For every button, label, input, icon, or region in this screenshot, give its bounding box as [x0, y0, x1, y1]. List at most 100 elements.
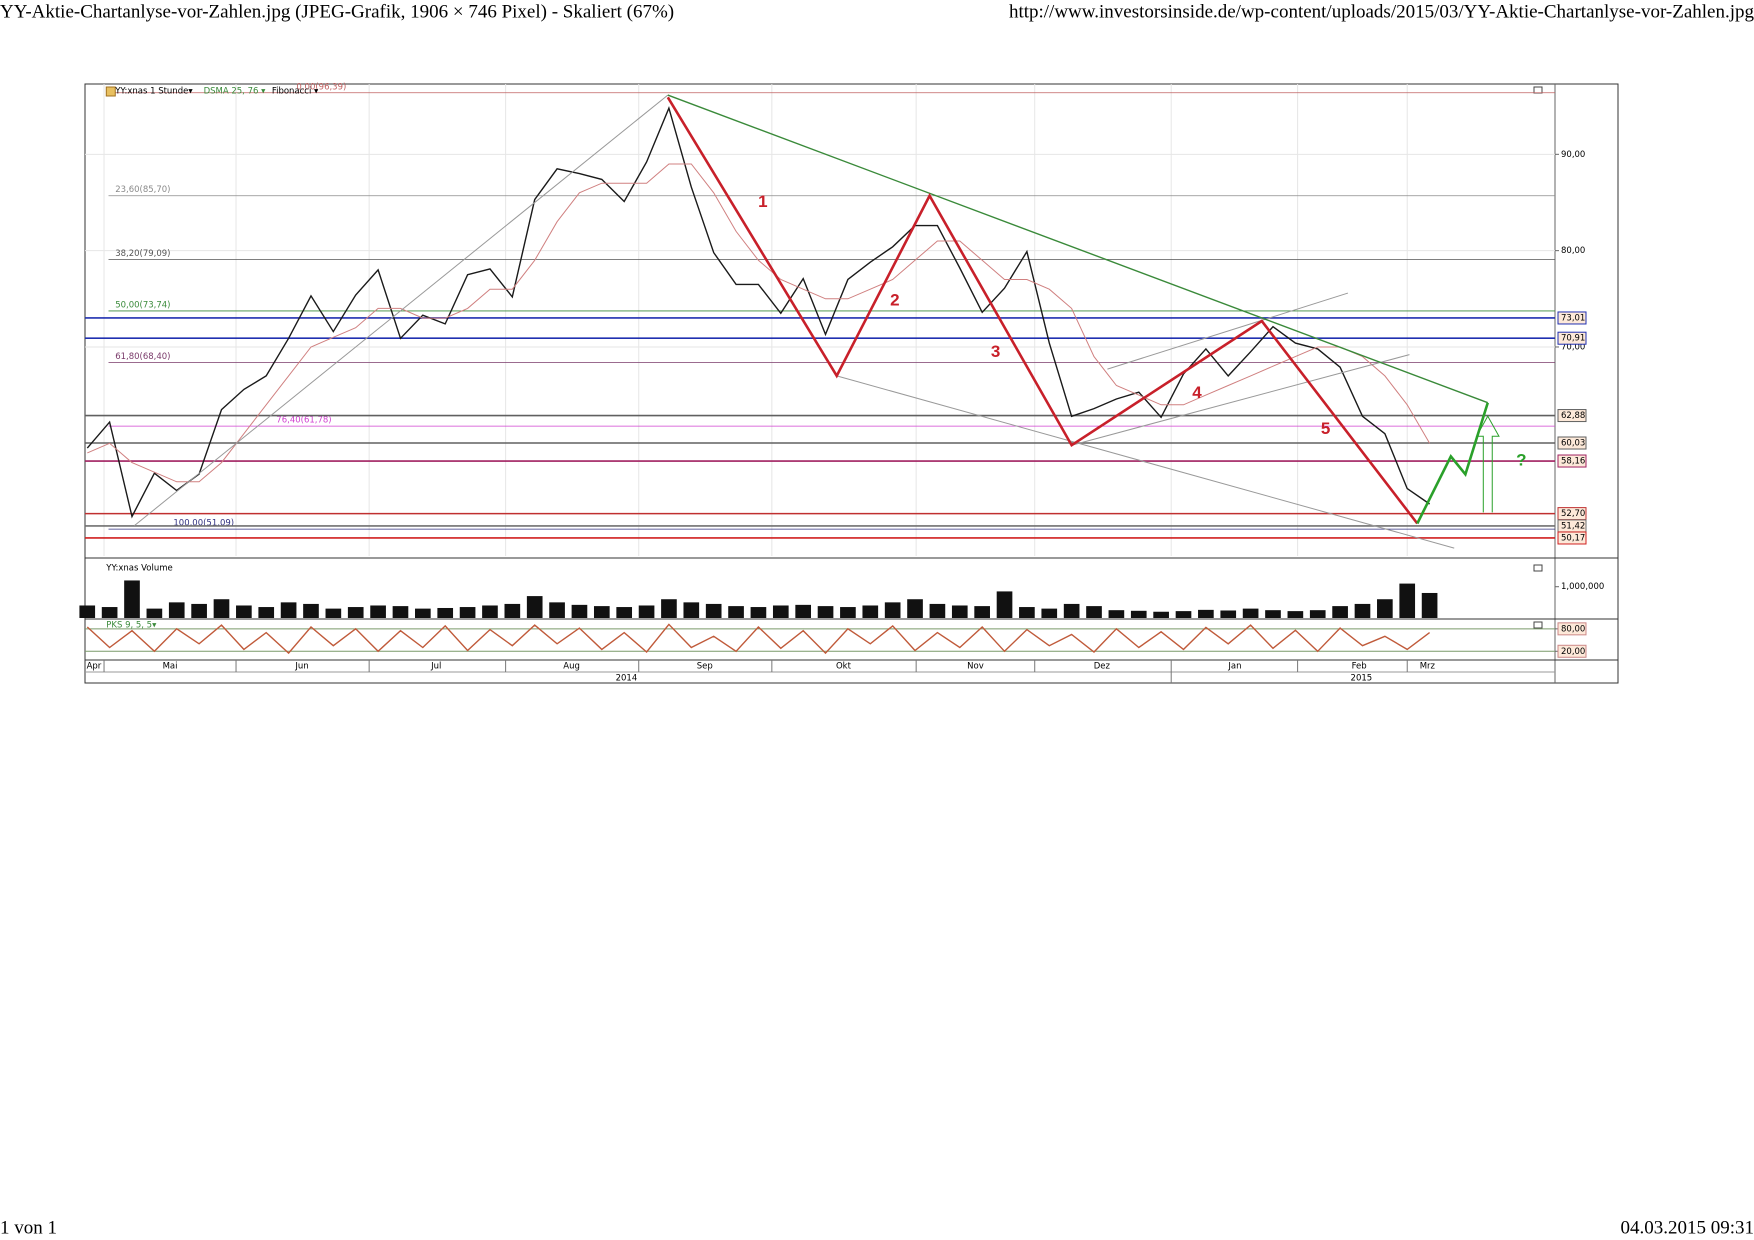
- price-label: 58,16: [1561, 457, 1585, 467]
- window-icon[interactable]: [1533, 564, 1543, 572]
- series-line: [86, 105, 1430, 519]
- month-label: Nov: [967, 662, 984, 672]
- month-label: Dez: [1094, 662, 1111, 672]
- chart-frame: [84, 83, 1619, 684]
- wave-label: 1: [758, 192, 767, 211]
- trend-line: [1107, 292, 1349, 370]
- volume-bar: [1130, 610, 1147, 618]
- volume-bar: [1063, 603, 1080, 618]
- volume-bar: [1198, 609, 1214, 618]
- y-tick-label: 90,00: [1561, 150, 1585, 160]
- volume-bar: [683, 602, 700, 618]
- target-arrow: [1475, 415, 1500, 513]
- resistance-line: [667, 94, 1489, 404]
- wave-label: 2: [890, 290, 899, 309]
- wave-label: 4: [1192, 383, 1202, 402]
- fib-label: 50,00(73,74): [115, 300, 170, 310]
- volume-bar: [213, 599, 230, 618]
- page-number: 1 von 1: [0, 1217, 57, 1238]
- volume-bar: [370, 605, 386, 618]
- month-label: Jun: [294, 662, 308, 672]
- volume-bar: [392, 606, 409, 618]
- volume-bar: [1377, 599, 1393, 618]
- volume-bar: [750, 607, 767, 618]
- volume-bar: [1265, 610, 1281, 618]
- price-box: [1557, 436, 1587, 450]
- trend-line: [1071, 354, 1410, 446]
- legend-icon: [105, 86, 116, 97]
- volume-bar: [325, 608, 342, 618]
- tick-box: [1557, 644, 1587, 658]
- trend-line: [133, 94, 669, 527]
- page-title: YY-Aktie-Chartanlyse-vor-Zahlen.jpg (JPE…: [0, 1, 674, 22]
- volume-bar: [1153, 611, 1169, 618]
- trend-line: [836, 375, 1455, 549]
- fib-label: 61,80(68,40): [115, 352, 170, 362]
- year-label: 2015: [1351, 674, 1373, 684]
- price-label: 50,17: [1561, 533, 1585, 543]
- volume-bar: [1041, 608, 1058, 618]
- volume-bar: [303, 603, 319, 618]
- volume-bar: [616, 607, 633, 618]
- month-label: Mrz: [1420, 662, 1436, 672]
- y-tick-label: 80,00: [1561, 624, 1585, 634]
- price-label: 62,88: [1561, 411, 1585, 421]
- volume-bar: [862, 605, 879, 618]
- volume-bar: [817, 606, 834, 618]
- volume-bar: [191, 603, 207, 618]
- price-box: [1557, 454, 1587, 468]
- volume-bar: [124, 580, 140, 618]
- volume-bar: [705, 603, 722, 618]
- volume-bar: [661, 599, 677, 618]
- month-label: Mai: [163, 662, 178, 672]
- y-tick-label: 80,00: [1561, 246, 1585, 256]
- volume-bar: [974, 606, 990, 618]
- volume-bar: [907, 599, 923, 618]
- month-label: Okt: [836, 662, 852, 672]
- volume-bar: [840, 607, 856, 618]
- volume-bar: [258, 607, 275, 618]
- year-label: 2014: [616, 674, 638, 684]
- wave-line: [666, 96, 1419, 525]
- volume-bar: [1354, 603, 1371, 618]
- volume-bar: [101, 607, 118, 618]
- legend-entry: DSMA 25, 76 ▾: [204, 87, 267, 97]
- volume-bar: [996, 591, 1013, 618]
- month-label: Feb: [1352, 662, 1367, 672]
- month-label: Jul: [430, 662, 441, 672]
- price-box: [1557, 409, 1587, 423]
- forecast-line: [1416, 402, 1490, 525]
- volume-bar: [1175, 611, 1192, 618]
- month-label: Jan: [1227, 662, 1241, 672]
- month-label: Aug: [563, 662, 580, 672]
- wave-label: 3: [991, 342, 1000, 361]
- y-tick-label: 1,000,000: [1561, 582, 1604, 592]
- volume-bar: [571, 604, 588, 618]
- series-line: [87, 163, 1431, 483]
- volume-bar: [549, 602, 565, 618]
- price-label: 73,01: [1561, 313, 1585, 323]
- volume-bar: [772, 605, 789, 618]
- month-label: Sep: [697, 662, 713, 672]
- wave-label: 5: [1321, 419, 1330, 438]
- volume-bar: [236, 605, 252, 618]
- volume-bar: [482, 605, 498, 618]
- price-box: [1557, 331, 1587, 345]
- volume-bar: [504, 603, 521, 618]
- tick-box: [1557, 622, 1587, 636]
- volume-bar: [1019, 607, 1035, 618]
- price-label: 70,91: [1561, 334, 1585, 344]
- volume-bar: [1220, 610, 1237, 618]
- volume-bar: [795, 604, 812, 618]
- volume-bar: [146, 608, 163, 618]
- volume-bar: [459, 607, 476, 618]
- volume-bar: [415, 608, 431, 618]
- volume-bar: [1108, 610, 1125, 618]
- window-icon[interactable]: [1533, 621, 1543, 629]
- volume-bar: [1309, 610, 1326, 618]
- volume-bar: [884, 602, 901, 618]
- volume-bar: [929, 603, 946, 618]
- price-label: 60,03: [1561, 439, 1585, 449]
- price-label: 52,70: [1561, 509, 1585, 519]
- volume-bar: [1421, 592, 1438, 618]
